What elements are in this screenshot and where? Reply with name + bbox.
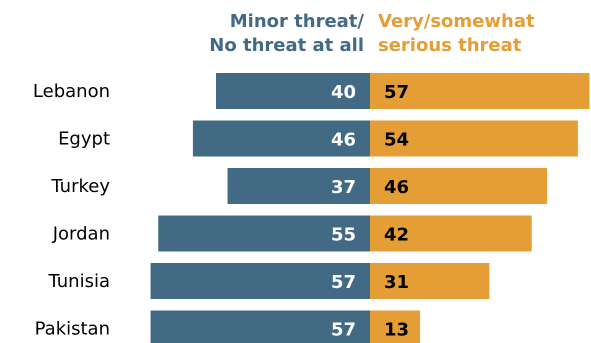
value-label-serious-threat: 54: [384, 130, 409, 151]
value-label-minor-threat: 57: [331, 272, 356, 293]
category-label: Egypt: [58, 129, 110, 150]
legend-serious-threat: Very/somewhat serious threat: [378, 11, 535, 56]
bar-minor-threat: [150, 263, 370, 299]
category-label: Pakistan: [35, 319, 110, 340]
bar-serious-threat: [370, 120, 578, 157]
bar-serious-threat: [370, 263, 490, 299]
value-label-serious-threat: 31: [384, 272, 409, 293]
legend: Minor threat/No threat at all Very/somew…: [209, 11, 535, 56]
category-label: Jordan: [52, 224, 110, 245]
chart-rows: Lebanon 40 57 Egypt 46 54 Turkey 37 46 Jordan 55 42…: [33, 73, 590, 343]
value-label-minor-threat: 55: [331, 225, 356, 246]
chart-row-egypt: Egypt 46 54: [58, 120, 578, 157]
bar-minor-threat: [227, 168, 370, 204]
value-label-minor-threat: 37: [331, 177, 356, 198]
chart-row-pakistan: Pakistan 57 13: [35, 310, 421, 343]
bar-minor-threat: [158, 215, 370, 252]
value-label-minor-threat: 46: [331, 130, 356, 151]
bar-serious-threat: [370, 73, 590, 109]
bar-serious-threat: [370, 168, 548, 204]
bar-minor-threat: [216, 73, 370, 109]
category-label: Turkey: [50, 176, 110, 197]
value-label-serious-threat: 57: [384, 82, 409, 103]
chart-row-tunisia: Tunisia 57 31: [48, 263, 490, 299]
bar-serious-threat: [370, 215, 532, 252]
category-label: Lebanon: [33, 81, 110, 102]
value-label-serious-threat: 13: [384, 320, 409, 341]
legend-minor-threat: Minor threat/No threat at all: [209, 11, 364, 56]
bar-minor-threat: [192, 120, 370, 157]
legend-line: No threat at all: [209, 35, 364, 56]
legend-line: Very/somewhat: [378, 11, 535, 32]
legend-line: Minor threat/: [230, 11, 365, 32]
category-label: Tunisia: [48, 271, 111, 292]
bar-minor-threat: [150, 310, 370, 343]
chart-row-lebanon: Lebanon 40 57: [33, 73, 590, 109]
value-label-serious-threat: 46: [384, 177, 409, 198]
bar-serious-threat: [370, 310, 421, 343]
chart-row-turkey: Turkey 37 46: [50, 168, 548, 204]
chart-row-jordan: Jordan 55 42: [52, 215, 532, 252]
value-label-minor-threat: 57: [331, 320, 356, 341]
value-label-serious-threat: 42: [384, 225, 409, 246]
legend-line: serious threat: [378, 35, 522, 56]
value-label-minor-threat: 40: [331, 82, 356, 103]
